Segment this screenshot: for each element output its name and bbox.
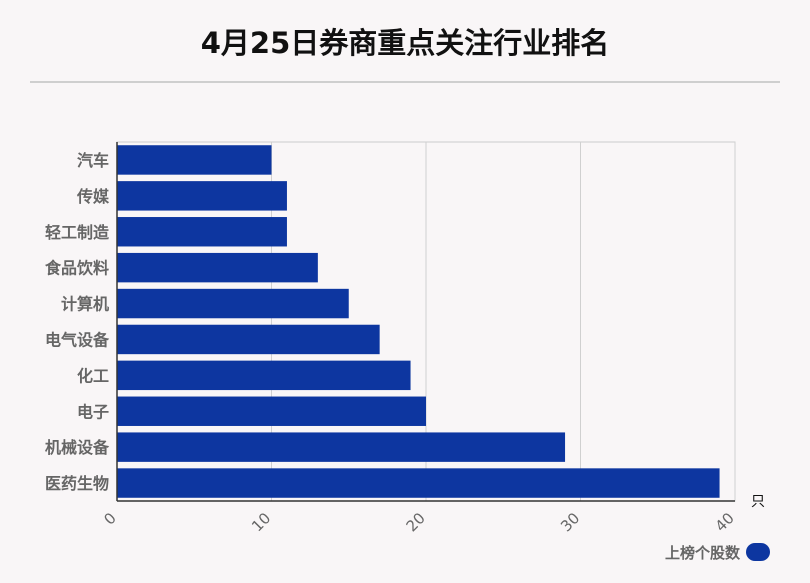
- category-label-6: 化工: [77, 366, 109, 385]
- bar-4: [117, 288, 349, 319]
- category-label-9: 医药生物: [45, 474, 109, 493]
- title-divider: [30, 81, 780, 83]
- category-label-0: 汽车: [77, 151, 109, 170]
- category-label-4: 计算机: [61, 295, 109, 314]
- category-label-8: 机械设备: [45, 438, 110, 457]
- bar-7: [117, 396, 426, 426]
- category-label-1: 传媒: [76, 187, 110, 206]
- chart-title: 4月25日券商重点关注行业排名: [200, 26, 610, 60]
- bar-0: [117, 145, 272, 175]
- legend[interactable]: 上榜个股数: [665, 541, 770, 563]
- x-tick-label-40: 40: [712, 509, 738, 535]
- x-unit-label: 只: [751, 494, 765, 510]
- category-label-3: 食品饮料: [44, 259, 109, 278]
- bar-2: [117, 217, 287, 247]
- bar-3: [117, 252, 318, 283]
- bar-9: [117, 468, 720, 498]
- legend-label: 上榜个股数: [664, 543, 740, 562]
- category-label-2: 轻工制造: [45, 223, 110, 242]
- x-tick-label-20: 20: [403, 509, 429, 535]
- category-label-5: 电气设备: [45, 330, 110, 349]
- bar-1: [117, 181, 287, 211]
- bar-5: [117, 324, 380, 355]
- bar-8: [117, 432, 566, 462]
- legend-swatch: [746, 543, 770, 561]
- bar-6: [117, 360, 411, 391]
- category-label-7: 电子: [77, 402, 109, 421]
- x-tick-label-0: 0: [100, 509, 119, 528]
- x-tick-label-10: 10: [248, 509, 274, 535]
- x-tick-label-30: 30: [557, 509, 583, 535]
